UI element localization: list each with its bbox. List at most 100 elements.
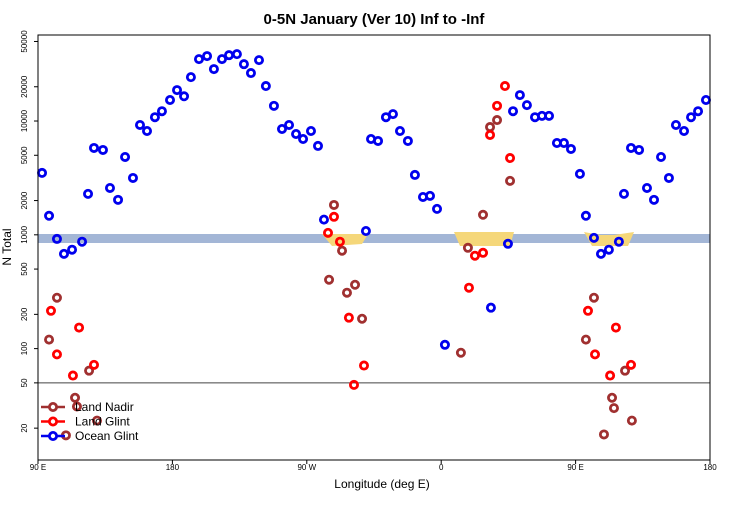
y-tick-label: 1000: [20, 225, 29, 243]
point: [142, 126, 153, 137]
point: [89, 359, 100, 370]
point: [104, 182, 115, 193]
y-tick-label: 20: [20, 423, 29, 432]
y-tick-label: 5000: [20, 146, 29, 164]
point: [634, 144, 645, 155]
point: [70, 392, 81, 403]
point: [44, 210, 55, 221]
band-patch: [454, 232, 514, 246]
point: [312, 140, 323, 151]
point: [514, 90, 525, 101]
point: [521, 100, 532, 111]
band-patch: [322, 234, 368, 246]
point: [574, 168, 585, 179]
legend-marker: [48, 401, 59, 412]
point: [582, 305, 593, 316]
point: [508, 106, 519, 117]
y-axis-label: N Total: [0, 228, 14, 265]
point: [595, 248, 606, 259]
point: [492, 100, 503, 111]
point: [44, 334, 55, 345]
point: [318, 214, 329, 225]
legend-label: Land Nadir: [75, 400, 134, 414]
point: [284, 119, 295, 130]
legend-label: Land Glint: [75, 415, 130, 429]
point: [478, 209, 489, 220]
x-tick-label: 180: [166, 463, 180, 472]
point: [83, 188, 94, 199]
point: [608, 403, 619, 414]
point: [478, 247, 489, 258]
axes: 90 E 180 90 W 0 90 E 180 20 50 100 200 500 1000 2000…: [20, 30, 717, 472]
point: [544, 110, 555, 121]
point: [77, 236, 88, 247]
point: [409, 169, 420, 180]
point: [598, 429, 609, 440]
point: [432, 203, 443, 214]
point: [277, 123, 288, 134]
point: [641, 182, 652, 193]
point: [679, 126, 690, 137]
point: [485, 129, 496, 140]
point: [156, 106, 167, 117]
point: [291, 128, 302, 139]
point: [185, 72, 196, 83]
point: [626, 415, 637, 426]
point: [67, 370, 78, 381]
point: [323, 227, 334, 238]
y-tick-label: 50000: [20, 30, 29, 53]
marks: [37, 49, 711, 441]
point: [337, 245, 348, 256]
point: [71, 401, 82, 412]
chart-title: 0-5N January (Ver 10) Inf to -Inf: [264, 11, 486, 28]
point: [499, 81, 510, 92]
legend-marker: [48, 416, 59, 427]
band: [38, 232, 710, 246]
x-tick-label: 90 W: [297, 463, 316, 472]
x-tick-label: 90 E: [30, 463, 46, 472]
point: [58, 248, 69, 259]
point: [686, 112, 697, 123]
y-tick-label: 50: [20, 378, 29, 387]
point: [580, 210, 591, 221]
point: [605, 370, 616, 381]
x-tick-label: 90 E: [567, 463, 583, 472]
point: [505, 175, 516, 186]
point: [424, 190, 435, 201]
x-tick-label: 0: [439, 463, 444, 472]
point: [588, 292, 599, 303]
point: [254, 55, 265, 66]
y-tick-label: 20000: [20, 75, 29, 98]
point: [51, 233, 62, 244]
point: [127, 172, 138, 183]
point: [558, 137, 569, 148]
point: [649, 194, 660, 205]
point: [590, 349, 601, 360]
point: [613, 236, 624, 247]
point: [45, 305, 56, 316]
point: [626, 359, 637, 370]
x-axis-label: Longitude (deg E): [334, 477, 429, 491]
point: [588, 232, 599, 243]
point: [439, 339, 450, 350]
point: [492, 115, 503, 126]
point: [693, 106, 704, 117]
point: [268, 100, 279, 111]
point: [84, 365, 95, 376]
point: [341, 287, 352, 298]
legend-label: Ocean Glint: [75, 429, 139, 443]
point: [357, 313, 368, 324]
legend-marker: [48, 430, 59, 441]
point: [462, 242, 473, 253]
point: [350, 279, 361, 290]
point: [238, 59, 249, 70]
point: [120, 151, 131, 162]
point: [463, 282, 474, 293]
point: [580, 334, 591, 345]
point: [328, 211, 339, 222]
point: [455, 347, 466, 358]
point: [670, 119, 681, 130]
point: [260, 81, 271, 92]
